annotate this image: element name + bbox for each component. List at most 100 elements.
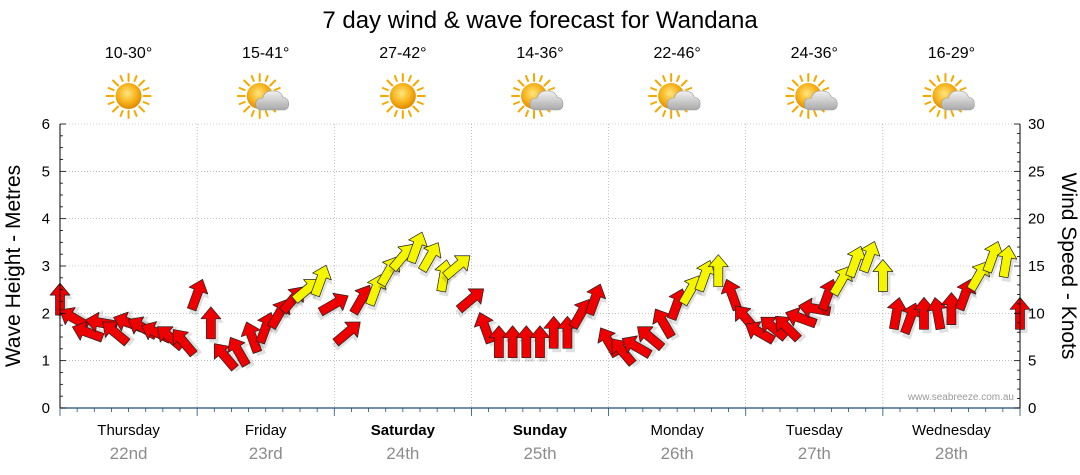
left-tick-label: 3 [42,258,50,275]
wind-arrow-body [72,321,105,343]
left-tick-label: 0 [42,400,50,417]
wind-arrow-body [872,259,894,292]
day-date-label: 28th [935,444,968,463]
wind-arrow [455,288,485,318]
wind-arrow [584,283,608,321]
sun-cloud-icon [236,73,290,119]
day-date-label: 27th [798,444,831,463]
wind-arrow-body [317,292,349,317]
temperature-row: 10-30° 15-41° 27-42° 14-36° 22-46° 24-36° 16-2… [105,45,975,62]
wind-arrow [310,264,333,302]
wind-arrow-body [187,279,209,312]
day-name-label: Thursday [97,422,160,439]
wind-arrow-body [859,241,881,274]
sun-shape [379,73,426,119]
chart-title: 7 day wind & wave forecast for Wandana [322,7,758,34]
left-tick-label: 2 [42,305,50,322]
sun-cloud-icon [922,73,975,119]
wind-arrow [473,312,499,347]
wind-arrow-body [785,306,818,329]
axes: 0 1 2 3 4 5 6 0 5 10 15 20 25 30 [42,116,1045,417]
wind-arrow [785,305,822,329]
wind-arrow [172,329,203,358]
sun-cloud-icon [511,73,564,119]
wind-arrow-body [584,283,607,317]
left-tick-label: 1 [42,353,50,370]
wind-arrow [621,335,658,359]
sun-icon [105,73,152,119]
wind-arrow-body [707,254,729,288]
wind-arrow [418,242,442,278]
wind-arrow-body [172,329,198,358]
wind-arrow [441,255,471,285]
sun-shape [105,73,152,119]
day-date-label: 22nd [110,444,148,463]
left-tick-label: 4 [42,211,50,228]
day-date-label: 25th [523,444,556,463]
wind-arrow-body [332,321,361,347]
temperature-label: 10-30° [105,45,152,62]
wind-arrow [859,241,882,278]
wind-arrow [707,254,732,291]
wind-arrow-body [406,231,428,265]
wind-arrow-body [621,335,653,359]
wind-arrow-body [996,245,1018,279]
wind-arrow-body [745,321,776,345]
right-tick-label: 0 [1028,400,1036,417]
wind-arrow-body [227,336,251,368]
day-name-label: Monday [650,422,704,439]
wind-arrow [745,321,781,345]
weather-icon-row [105,73,975,119]
wind-arrow [872,259,896,296]
wind-arrow-body [200,306,222,340]
wind-arrow [331,321,361,351]
day-name-label: Sunday [513,422,568,439]
wind-arrow-body [418,242,442,273]
grid [60,123,1020,408]
wind-arrow [845,245,868,283]
wind-arrow [200,306,224,343]
temperature-label: 14-36° [516,45,563,62]
right-tick-label: 25 [1028,163,1045,180]
day-name-label: Tuesday [786,422,843,439]
wind-arrow-body [455,288,485,314]
y-axis-right-label: Wind Speed - Knots [1057,173,1080,360]
wind-arrow-body [926,297,948,331]
wind-arrow-body [442,255,471,281]
day-name-label: Wednesday [912,422,991,439]
wind-arrow [926,297,951,334]
right-tick-label: 15 [1028,258,1045,275]
wind-arrow [406,231,429,269]
watermark: www.seabreeze.com.au [907,392,1014,403]
day-name-label: Friday [245,422,287,439]
sun-icon [379,73,426,119]
day-date-label: 26th [661,444,694,463]
wind-arrow [187,279,210,316]
right-tick-label: 20 [1028,211,1045,228]
wind-arrow-body [240,321,263,354]
wind-arrow [227,336,255,370]
sun-cloud-icon [648,73,701,119]
wind-arrow [637,326,670,352]
wind-arrow-body [798,297,832,319]
wind-arrow [900,302,923,340]
right-tick-label: 30 [1028,116,1045,133]
temperature-label: 27-42° [379,45,426,62]
day-date-label: 23rd [249,444,283,463]
right-tick-label: 5 [1028,353,1036,370]
temperature-label: 15-41° [242,45,289,62]
sun-cloud-icon [785,73,838,119]
right-tick-label: 10 [1028,305,1045,322]
wind-arrow [996,245,1020,283]
wind-arrow [72,320,109,343]
day-name-label: Saturday [371,422,436,439]
wind-arrow-body [310,264,332,298]
wind-arrows [49,231,1033,373]
wind-arrow-body [637,326,666,352]
left-tick-label: 5 [42,163,50,180]
wind-arrow [316,292,349,321]
day-labels: Thursday 22nd Friday 23rd Saturday 24th Sunday… [97,422,991,463]
left-tick-label: 6 [42,116,50,133]
day-date-label: 24th [386,444,419,463]
